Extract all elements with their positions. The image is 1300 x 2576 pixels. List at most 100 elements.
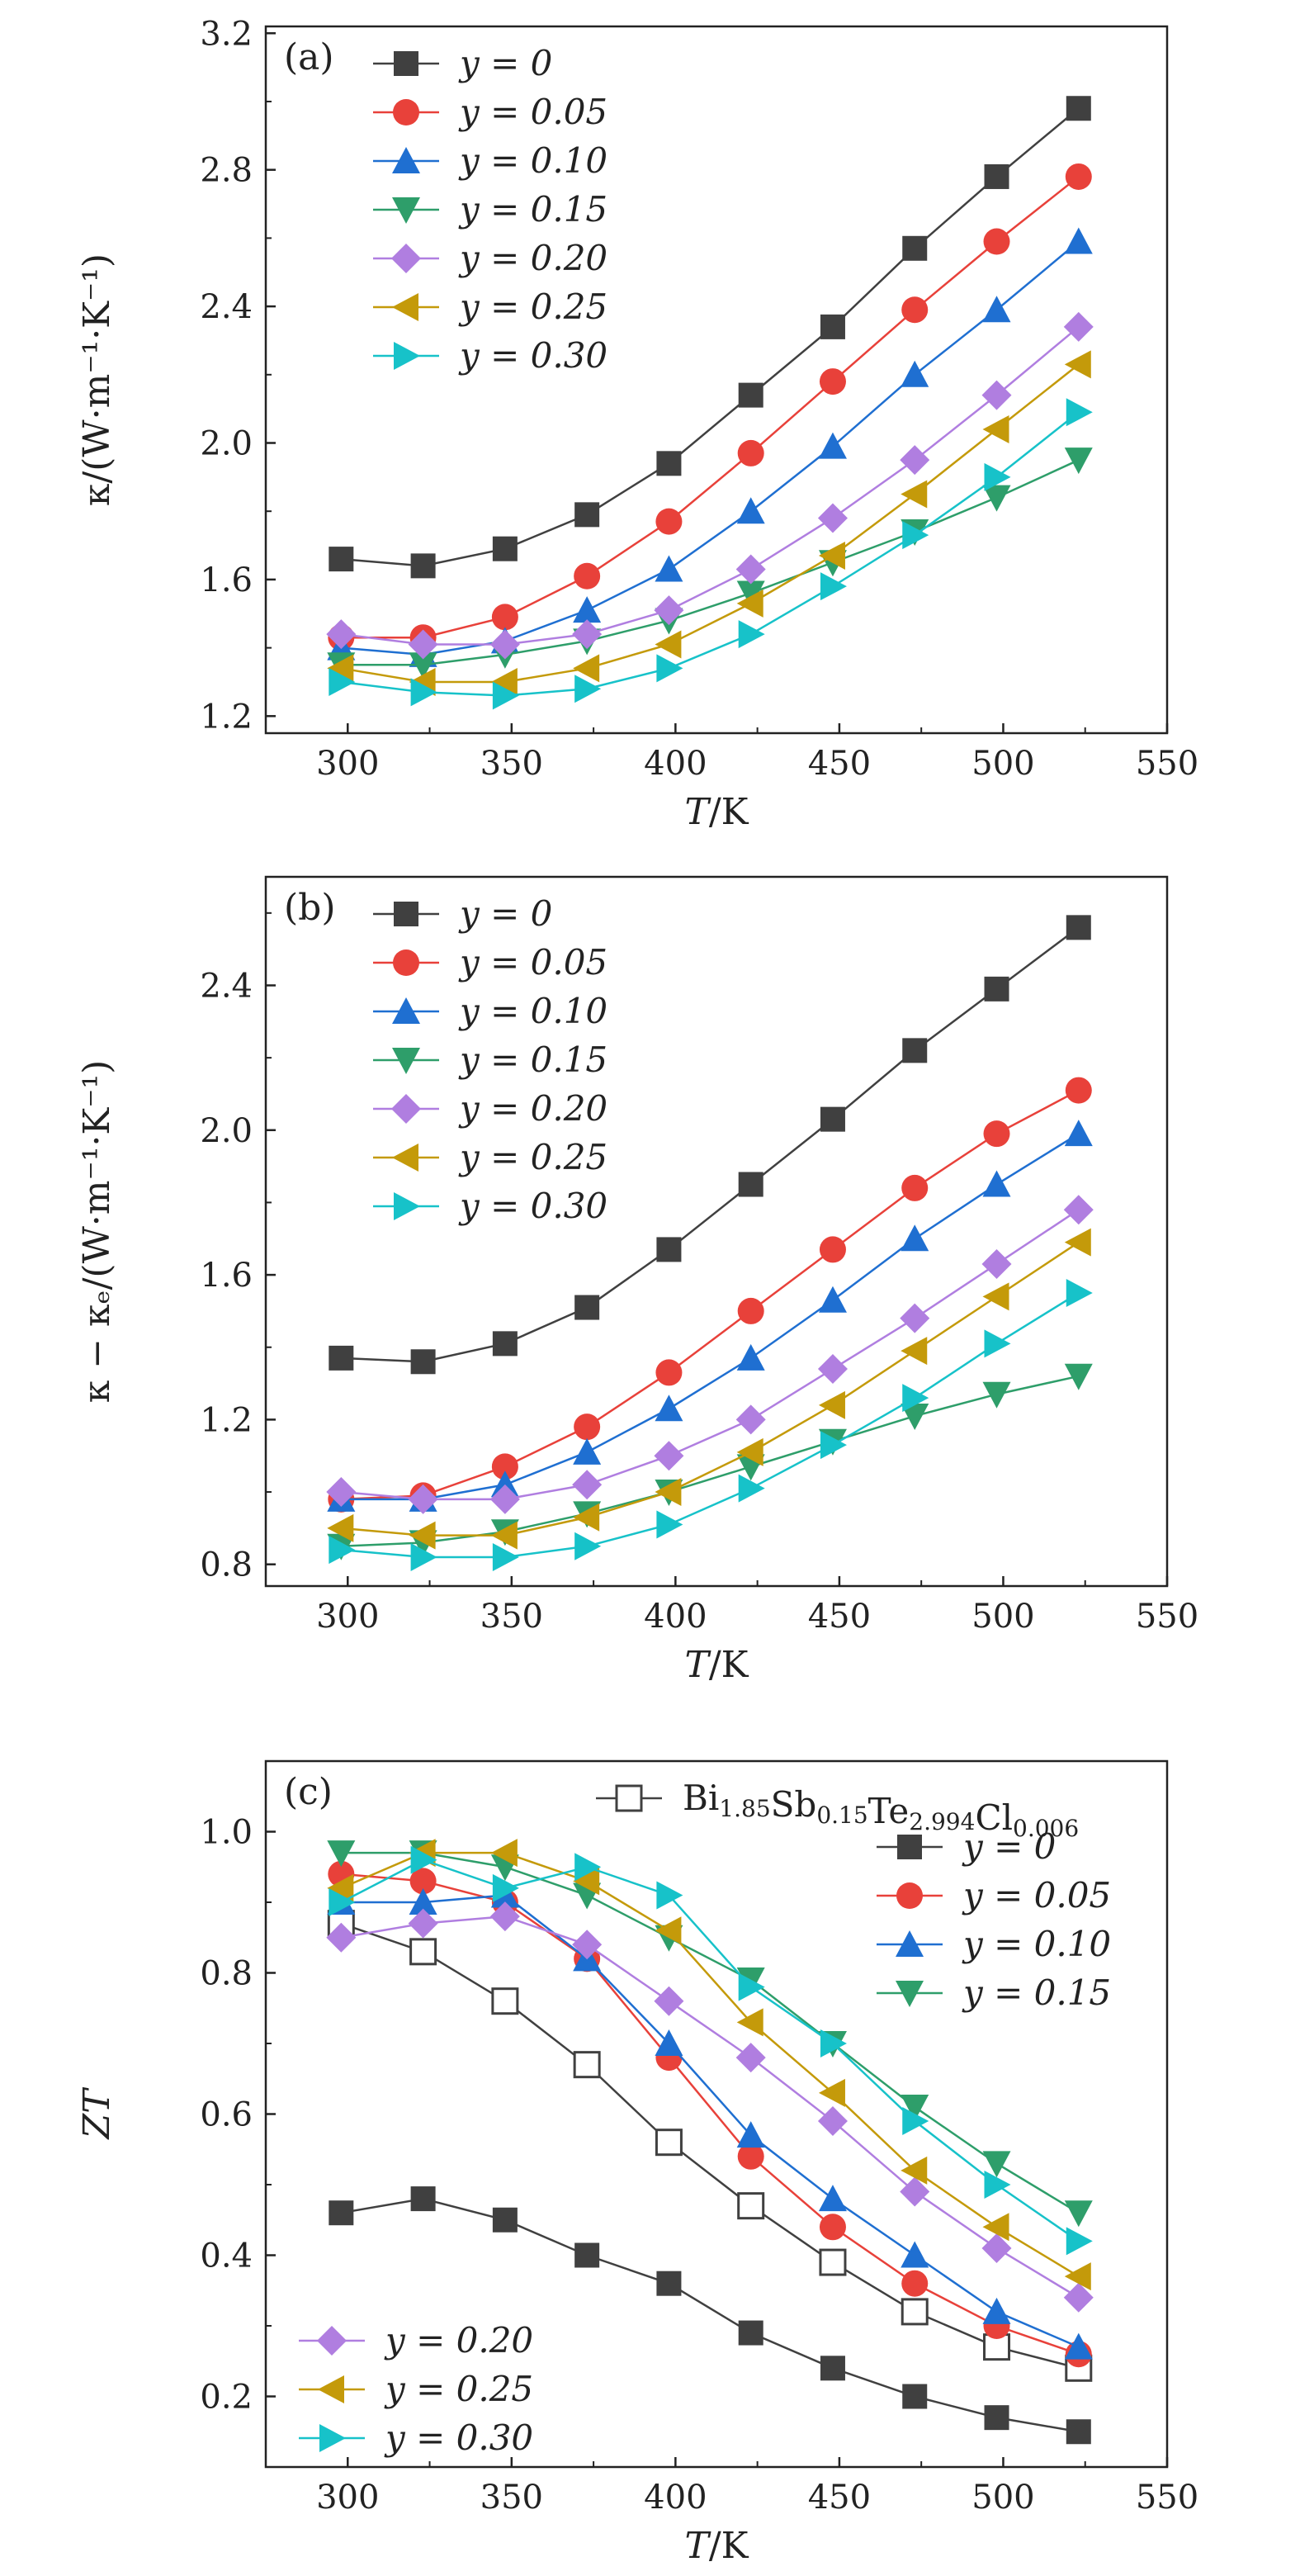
data-point [984, 462, 1011, 491]
data-point [735, 1404, 766, 1435]
legend-label: y = 0.10 [458, 991, 607, 1031]
legend-label: y = 0.30 [384, 2417, 533, 2458]
data-point [1064, 2262, 1091, 2291]
y-tick-label: 1.2 [200, 698, 253, 736]
plot-frame [264, 875, 1169, 1588]
y-tick-label: 1.6 [200, 1257, 253, 1295]
series-line [341, 1089, 1080, 1501]
data-point [329, 547, 354, 572]
series-y-0-25 [327, 1228, 1091, 1550]
data-point [492, 536, 518, 561]
series-line [341, 175, 1080, 639]
data-point [901, 1404, 929, 1431]
data-point [818, 1390, 845, 1419]
data-point [655, 2029, 683, 2056]
data-point [574, 1853, 602, 1882]
data-point [656, 1510, 683, 1539]
legend-label: y = 0 [458, 893, 552, 934]
data-point [489, 1901, 520, 1932]
data-point [327, 1873, 354, 1902]
data-point [327, 1513, 354, 1542]
data-point [572, 1470, 603, 1500]
data-point [818, 541, 845, 570]
chart-panel-2: 300 350 400 450 500 550 0.8 1.2 1.6 2.0 2.4 T/K κ − … [76, 875, 1198, 1686]
data-point [901, 2241, 929, 2268]
series-line [340, 1859, 1080, 2242]
data-point [817, 2106, 848, 2137]
data-point [982, 1170, 1011, 1197]
series-line [341, 107, 1080, 567]
legend-marker [392, 997, 420, 1024]
legend-label: y = 0.05 [458, 942, 607, 983]
data-point [984, 976, 1009, 1002]
data-point [981, 1248, 1012, 1279]
data-point [409, 652, 437, 680]
data-point [736, 589, 763, 618]
data-point [1066, 96, 1091, 121]
legend-label: y = 0.30 [458, 335, 607, 376]
data-point [410, 678, 437, 707]
series-y-0-05 [328, 1077, 1092, 1513]
legend-label: y = 0.05 [962, 1875, 1111, 1915]
series-line [341, 1375, 1080, 1548]
legend-marker [394, 902, 418, 926]
data-point [654, 1441, 684, 1471]
legend-label: y = 0.25 [384, 2369, 533, 2409]
data-point [492, 2207, 518, 2233]
data-point [901, 2270, 929, 2297]
data-point [1064, 1363, 1093, 1390]
data-point [492, 1873, 519, 1902]
data-point [735, 554, 766, 585]
legend-marker [391, 244, 421, 273]
legend-marker [394, 1192, 420, 1220]
data-point [574, 675, 602, 703]
legend-marker [319, 2424, 346, 2452]
data-point [735, 2043, 766, 2073]
series-line [341, 1851, 1080, 2214]
data-point [982, 485, 1011, 512]
data-point [902, 235, 928, 261]
series-line [341, 363, 1080, 684]
legend-marker [897, 1835, 922, 1859]
data-point [902, 521, 929, 550]
data-point [901, 1174, 929, 1201]
data-point [573, 1503, 600, 1532]
data-point [492, 1542, 519, 1571]
data-point [329, 667, 356, 696]
y-tick-label: 0.4 [200, 2237, 253, 2275]
legend-label: y = 0.10 [962, 1924, 1111, 1964]
data-point [489, 629, 520, 660]
x-tick-label: 400 [644, 745, 707, 783]
data-point [981, 2233, 1012, 2263]
x-axis-title: T/K [684, 791, 749, 833]
data-point [573, 1437, 602, 1465]
series-line [341, 1873, 1080, 2356]
data-point [655, 1478, 682, 1507]
legend-label: y = 0.25 [458, 1137, 607, 1177]
data-point [408, 629, 438, 660]
data-point [902, 1038, 928, 1063]
y-axis-title: κ/(W·m⁻¹·K⁻¹) [76, 253, 118, 506]
data-point [656, 451, 682, 476]
plot-frame [264, 25, 1169, 735]
data-point [655, 555, 683, 582]
data-point [817, 503, 848, 533]
data-point [573, 2051, 601, 2079]
data-point [737, 2143, 764, 2170]
data-point [1063, 311, 1094, 342]
data-point [655, 508, 683, 535]
series-line [341, 1915, 1080, 2299]
data-point [737, 1297, 764, 1324]
data-point [984, 163, 1009, 189]
data-point [984, 2405, 1009, 2431]
chart-panel-3: 300 350 400 450 500 550 0.2 0.4 0.6 0.8 1.0 T/K ZT (c… [76, 1759, 1198, 2567]
series-line [341, 1133, 1080, 1501]
series-y-0 [329, 915, 1091, 1375]
panel-label: (b) [284, 887, 336, 929]
data-point [491, 1453, 518, 1480]
data-point [901, 1337, 928, 1366]
data-point [982, 2213, 1009, 2242]
data-point [902, 2384, 928, 2409]
data-point [656, 1881, 683, 1910]
